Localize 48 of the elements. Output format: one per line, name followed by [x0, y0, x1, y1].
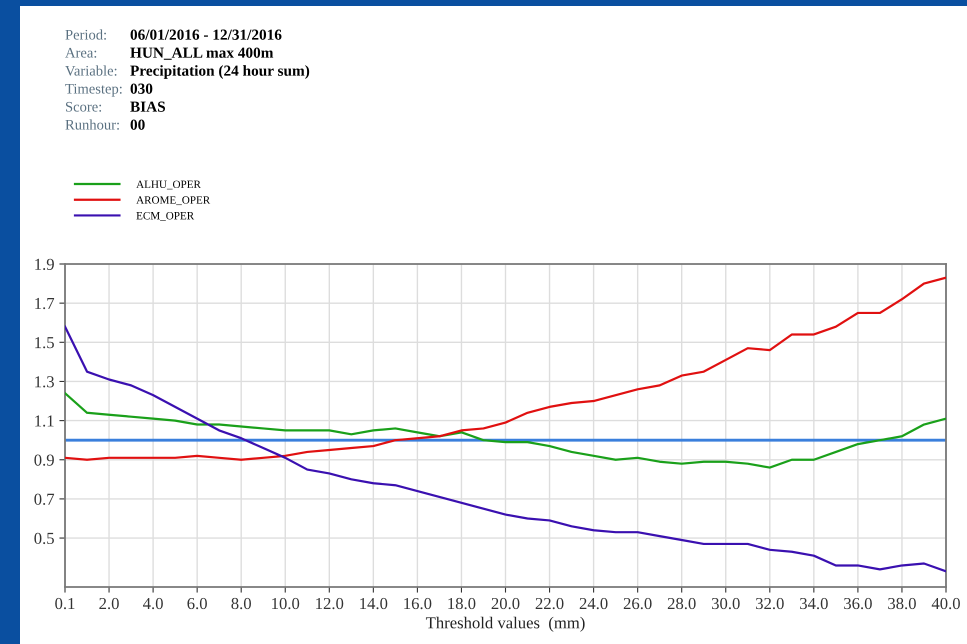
legend-label: AROME_OPER	[136, 196, 210, 206]
y-tick-label: 0.5	[34, 532, 54, 544]
text: HUN_ALL max 400m	[130, 48, 274, 60]
x-tick-label: 8.0	[231, 598, 251, 610]
x-tick-label: 6.0	[187, 598, 207, 610]
x-tick-label: 32.0	[756, 598, 784, 610]
x-tick-label: 34.0	[800, 598, 828, 610]
x-tick-label: 20.0	[492, 598, 520, 610]
x-tick-label: 12.0	[316, 598, 344, 610]
x-tick-label: 28.0	[668, 598, 696, 610]
line-series	[65, 392, 946, 469]
legend-label: ALHU_OPER	[136, 180, 201, 190]
x-tick-label: 18.0	[448, 598, 476, 610]
y-tick-label: 1.1	[35, 415, 54, 427]
text: Period:	[65, 29, 106, 40]
x-tick-label: 4.0	[143, 598, 163, 610]
y-tick-label: 1.5	[35, 337, 54, 348]
y-tick-label: 0.9	[34, 454, 54, 466]
text: Area:	[65, 48, 96, 58]
x-tick-label: 16.0	[404, 598, 432, 610]
x-tick-label: 22.0	[536, 598, 564, 610]
x-tick-label: 24.0	[580, 598, 608, 610]
text: 06/01/2016 - 12/31/2016	[130, 30, 282, 40]
text: Precipitation (24 hour sum)	[130, 65, 310, 79]
text: Variable:	[65, 65, 116, 76]
text: Runhour:	[65, 119, 119, 130]
text: 030	[130, 84, 152, 94]
legend-label: ECM_OPER	[136, 212, 194, 221]
x-tick-label: 30.0	[712, 598, 740, 610]
x-tick-label: 38.0	[888, 598, 916, 610]
text: BIAS	[130, 102, 166, 112]
y-tick-label: 1.7	[35, 298, 54, 310]
x-tick-label: 0.1	[55, 598, 74, 610]
x-tick-label: 2.0	[99, 598, 119, 610]
x-tick-label: 10.0	[272, 598, 300, 610]
x-axis-title: Threshold values (mm)	[426, 616, 585, 632]
y-tick-label: 1.9	[35, 258, 54, 270]
line-series	[65, 276, 946, 461]
x-tick-label: 36.0	[844, 598, 872, 610]
text: Score:	[66, 102, 102, 112]
x-tick-label: 40.0	[932, 598, 960, 610]
line-series	[65, 326, 946, 572]
x-tick-label: 26.0	[624, 598, 652, 610]
text: 00	[130, 120, 145, 130]
y-tick-label: 0.7	[34, 494, 54, 505]
y-tick-label: 1.3	[35, 376, 54, 388]
text: Timestep:	[65, 84, 122, 97]
x-tick-label: 14.0	[360, 598, 388, 610]
